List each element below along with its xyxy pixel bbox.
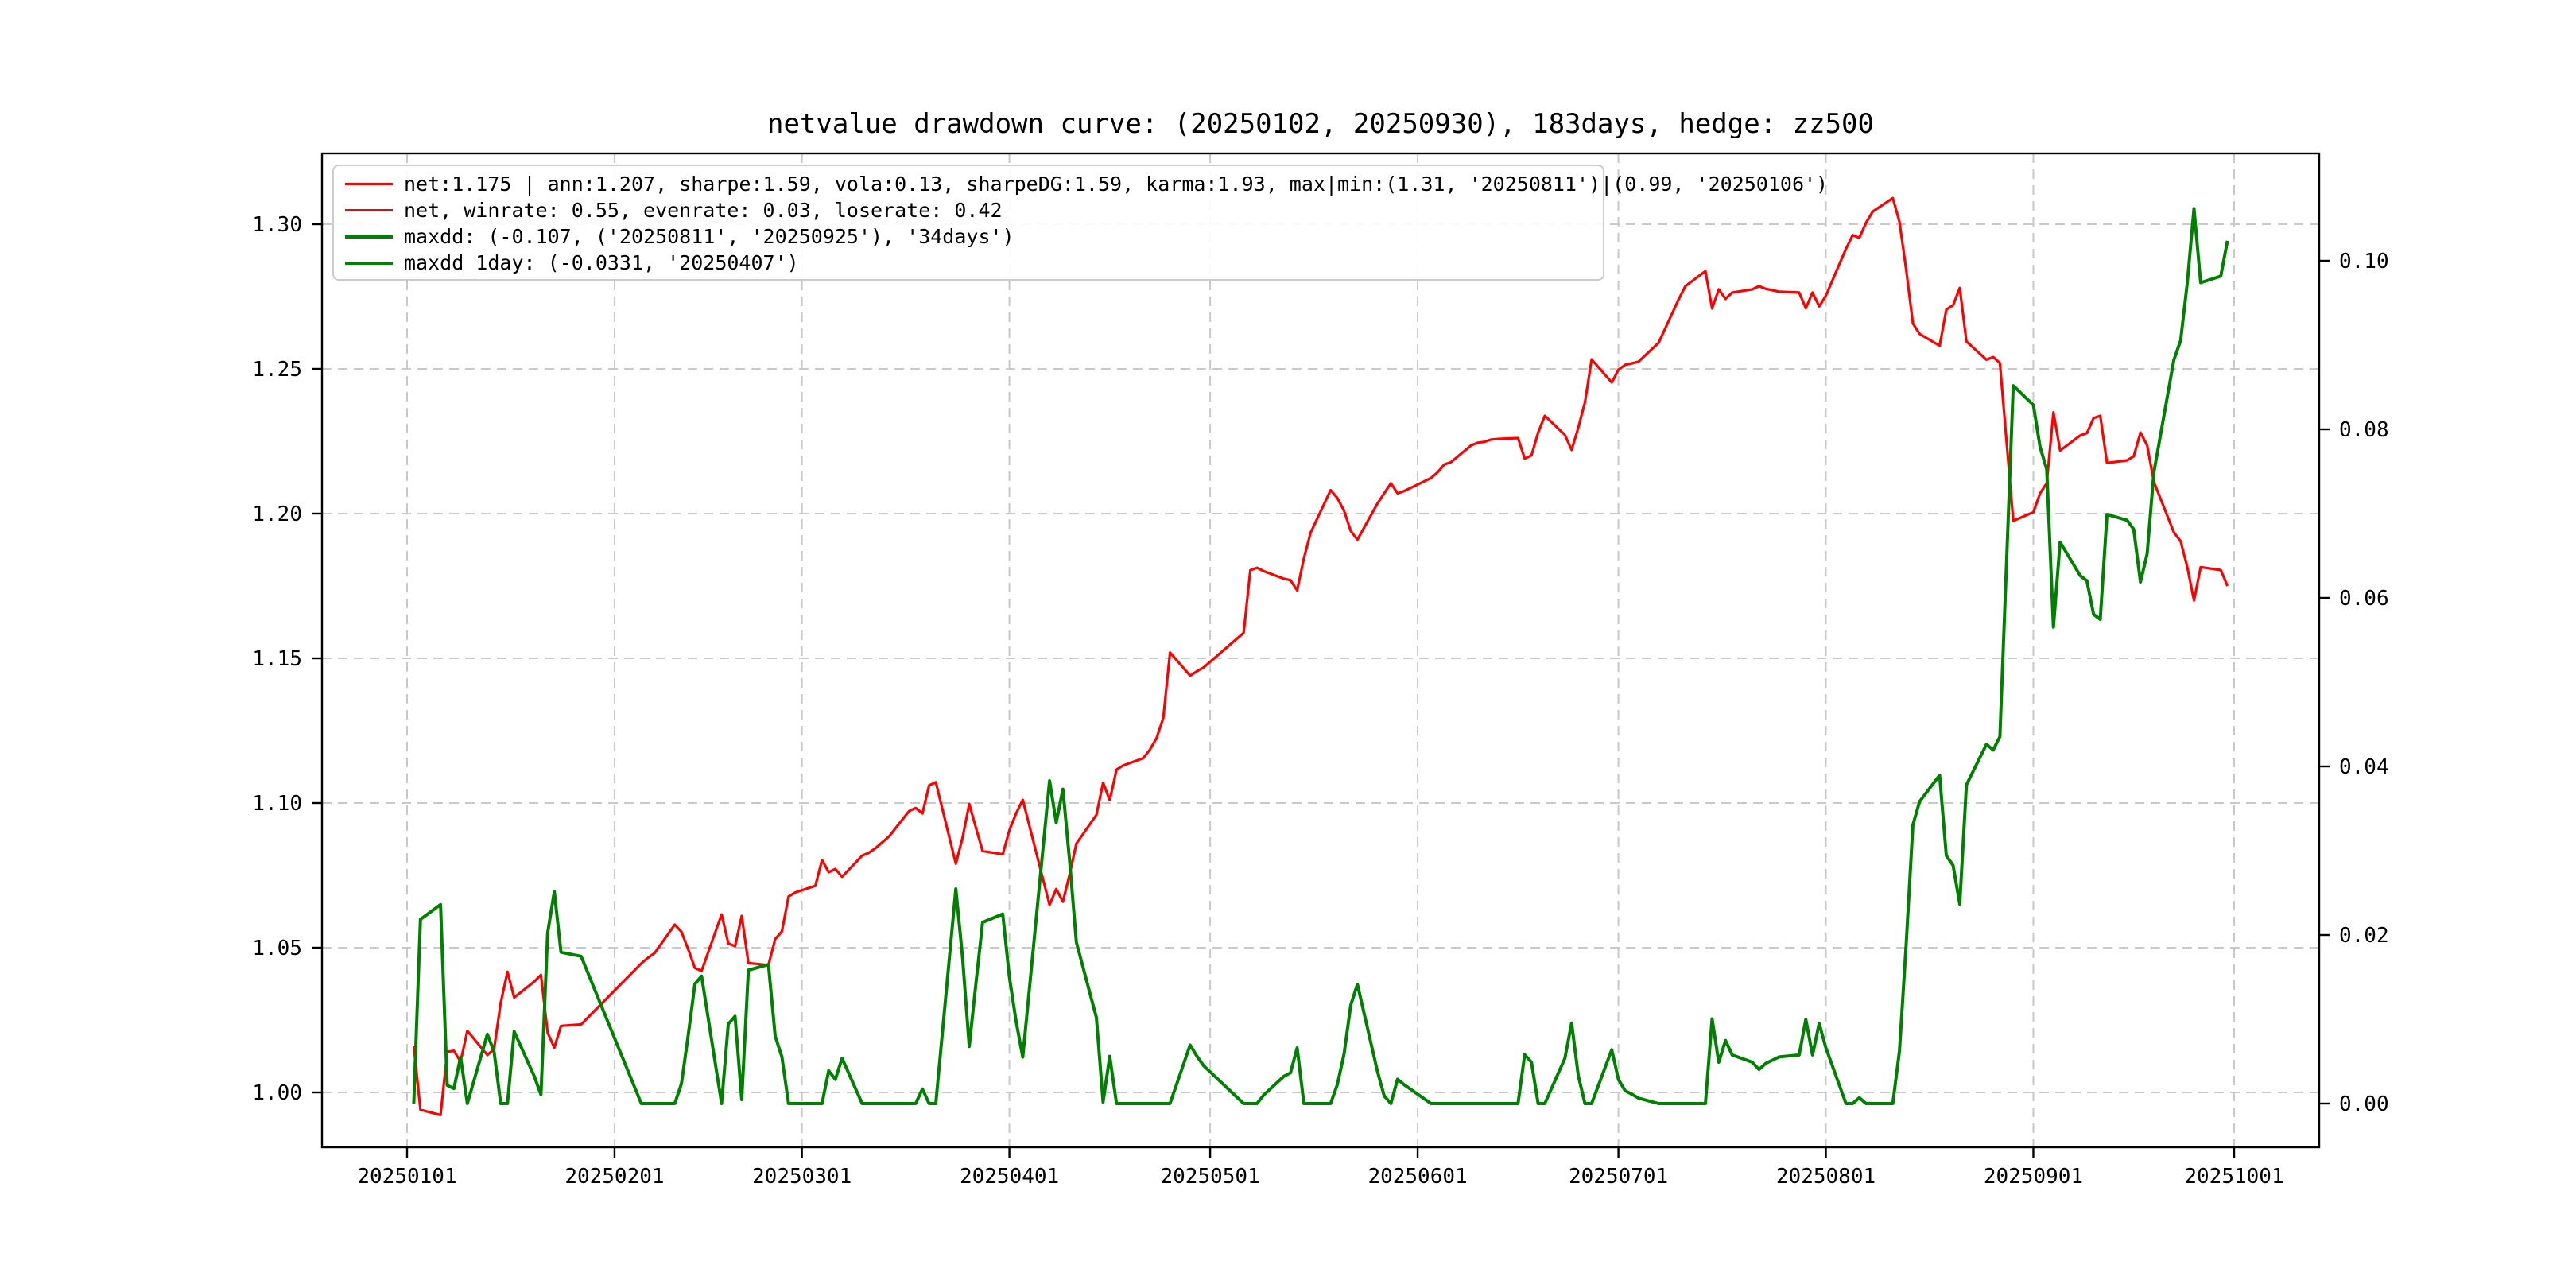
drawdown-line-swatch [345,261,393,265]
net-line-swatch [345,183,393,185]
drawdown-line-swatch [345,235,393,239]
x-tick-label-20250301: 20250301 [752,1165,852,1189]
net-line [412,196,2229,1117]
grid [322,153,2319,1147]
drawdown-line [412,207,2229,1105]
right-tick-label-0.06: 0.06 [2339,587,2389,611]
legend-label: maxdd_1day: (-0.0331, '20250407') [404,251,799,274]
legend: net:1.175 | ann:1.207, sharpe:1.59, vola… [332,165,1828,281]
x-tick-label-20250901: 20250901 [1984,1165,2083,1189]
legend-row-maxdd: maxdd: (-0.107, ('20250811', '20250925')… [345,223,1603,250]
left-tick-label-1.05: 1.05 [252,937,302,960]
x-tick-label-20250701: 20250701 [1569,1165,1668,1189]
left-tick-label-1.00: 1.00 [252,1081,302,1105]
legend-row-net-rates: net, winrate: 0.55, evenrate: 0.03, lose… [345,197,1603,223]
legend-label: net, winrate: 0.55, evenrate: 0.03, lose… [404,199,1003,222]
left-tick-label-1.15: 1.15 [252,647,302,671]
right-tick-label-0.00: 0.00 [2339,1092,2389,1116]
x-tick-label-20250601: 20250601 [1368,1165,1467,1189]
x-tick-label-20250401: 20250401 [960,1165,1059,1189]
plot-border [320,152,2321,1149]
legend-label: maxdd: (-0.107, ('20250811', '20250925')… [404,225,1014,248]
x-tick-label-20251001: 20251001 [2184,1165,2283,1189]
x-tick-label-20250101: 20250101 [357,1165,456,1189]
right-tick-label-0.10: 0.10 [2339,250,2389,274]
chart-title: netvalue drawdown curve: (20250102, 2025… [767,108,1874,140]
right-tick-label-0.02: 0.02 [2339,924,2389,948]
x-tick-label-20250801: 20250801 [1776,1165,1876,1189]
legend-row-maxdd-1day: maxdd_1day: (-0.0331, '20250407') [345,250,1603,276]
net-line-swatch [345,209,393,211]
right-tick-label-0.04: 0.04 [2339,755,2389,779]
x-tick-label-20250201: 20250201 [564,1165,664,1189]
left-tick-label-1.25: 1.25 [252,358,302,382]
legend-label: net:1.175 | ann:1.207, sharpe:1.59, vola… [404,173,1829,196]
x-tick-label-20250501: 20250501 [1160,1165,1259,1189]
left-tick-label-1.30: 1.30 [252,213,302,237]
legend-row-net-stats: net:1.175 | ann:1.207, sharpe:1.59, vola… [345,171,1828,197]
left-tick-label-1.20: 1.20 [252,502,302,526]
left-tick-label-1.10: 1.10 [252,792,302,816]
right-tick-label-0.08: 0.08 [2339,418,2389,442]
